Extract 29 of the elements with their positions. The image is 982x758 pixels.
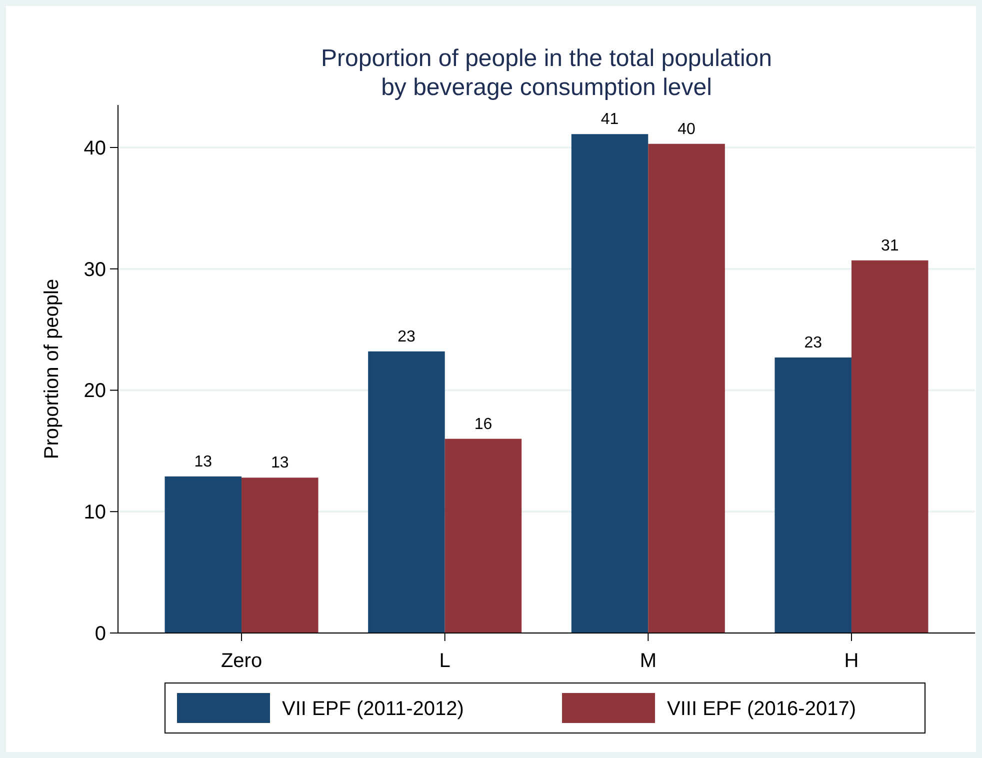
data-label: 23: [398, 328, 416, 346]
data-label: 31: [880, 237, 899, 254]
legend-label: VIII EPF (2016-2017): [667, 698, 856, 720]
data-label: 16: [474, 416, 492, 433]
bar: [571, 134, 648, 633]
legend-label: VII EPF (2011-2012): [282, 698, 464, 720]
y-tick-label: 40: [84, 137, 106, 160]
bar: [444, 438, 522, 633]
bar: [242, 478, 318, 633]
y-tick-label: 0: [94, 623, 106, 645]
data-label: 40: [678, 120, 696, 138]
chart-title: Proportion of people in the total population by beverage consumption level: [321, 45, 772, 101]
data-label: 13: [194, 453, 212, 470]
data-label: 41: [600, 111, 619, 128]
data-label: 13: [270, 454, 289, 472]
y-tick-label: 20: [84, 380, 106, 402]
bar: [164, 476, 242, 633]
y-tick-label: 30: [84, 258, 106, 281]
y-axis-title: Proportion of people: [41, 278, 63, 460]
bar: [851, 260, 928, 633]
data-label: 23: [804, 334, 822, 352]
bar: [774, 357, 852, 633]
bar: [648, 144, 725, 633]
x-tick-label: Zero: [220, 650, 262, 672]
x-tick-label: H: [844, 650, 859, 672]
x-tick-label: M: [640, 650, 656, 672]
x-tick-label: L: [439, 650, 450, 672]
bar: [368, 351, 445, 633]
y-tick-label: 10: [84, 502, 106, 524]
